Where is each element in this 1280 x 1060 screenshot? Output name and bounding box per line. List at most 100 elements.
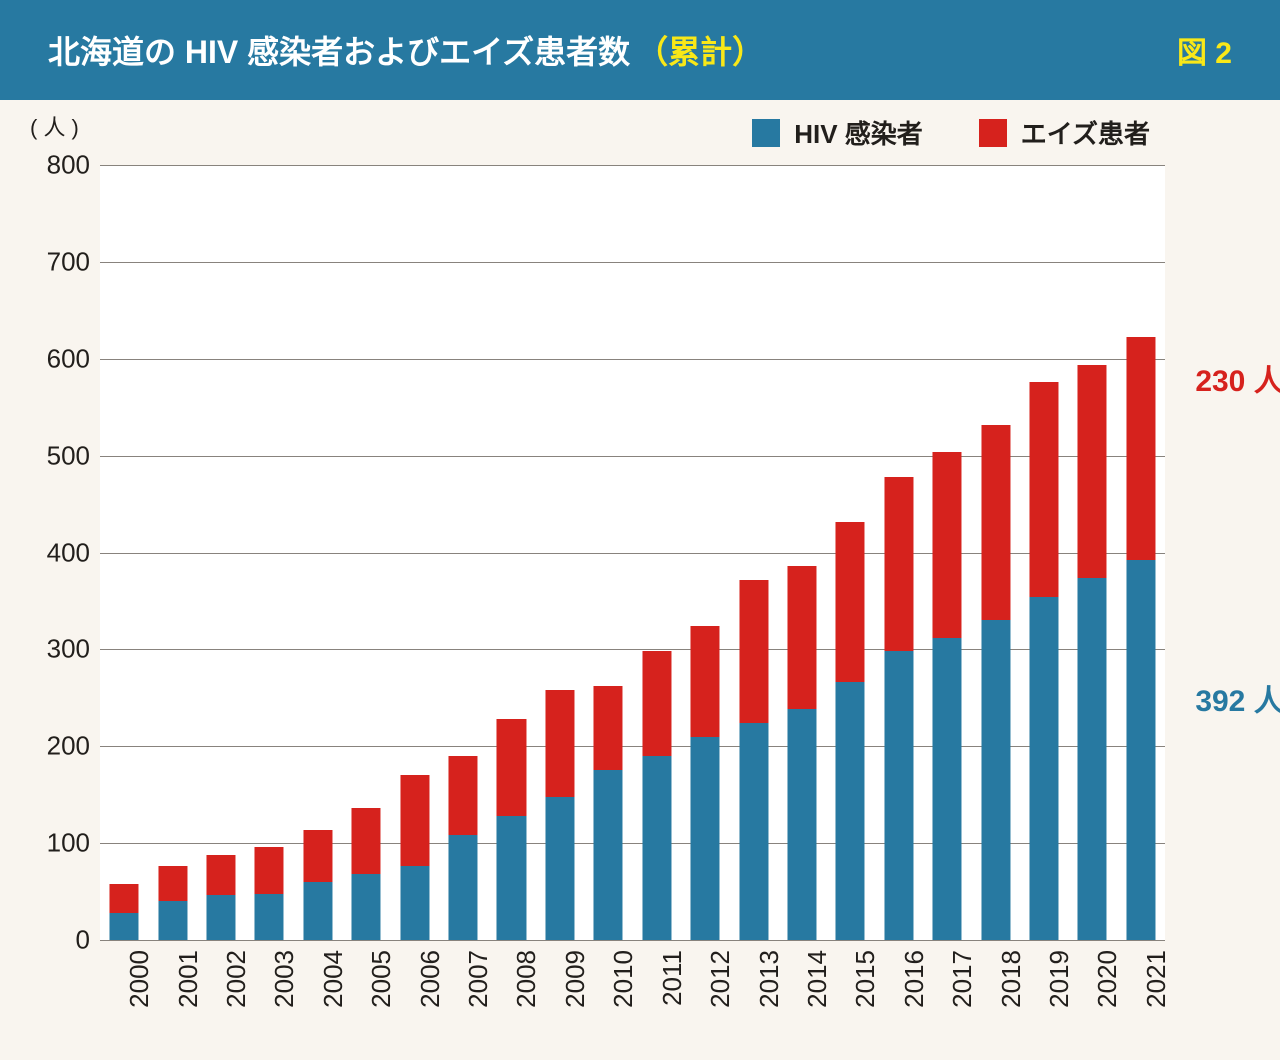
- y-tick-label: 500: [30, 440, 90, 471]
- bar-segment-aids: [352, 808, 381, 874]
- x-tick-label: 2009: [560, 950, 591, 1008]
- bar-segment-aids: [739, 580, 768, 723]
- bar-segment-aids: [787, 566, 816, 709]
- bar-segment-aids: [110, 884, 139, 913]
- bar-segment-aids: [1126, 337, 1155, 560]
- bar-segment-aids: [545, 690, 574, 797]
- x-tick-label: 2003: [269, 950, 300, 1008]
- bar-segment-hiv: [884, 651, 913, 940]
- stacked-bar: [884, 477, 913, 940]
- x-tick-label: 2015: [850, 950, 881, 1008]
- stacked-bar: [594, 686, 623, 940]
- stacked-bar: [739, 580, 768, 940]
- x-tick-label: 2017: [947, 950, 978, 1008]
- bar-slot: 2001: [148, 165, 196, 940]
- bar-segment-aids: [449, 756, 478, 835]
- bar-slot: 2000: [100, 165, 148, 940]
- chart-header: 北海道の HIV 感染者およびエイズ患者数（累計） 図 2: [0, 0, 1280, 100]
- x-tick-label: 2004: [318, 950, 349, 1008]
- x-tick-label: 2001: [173, 950, 204, 1008]
- bar-segment-hiv: [352, 874, 381, 940]
- stacked-bar: [933, 452, 962, 940]
- callout-label: 230 人: [1195, 356, 1280, 400]
- legend-label-hiv: HIV 感染者: [794, 114, 923, 151]
- stacked-bar: [497, 719, 526, 940]
- y-tick-label: 400: [30, 537, 90, 568]
- plot-area: 0100200300400500600700800200020012002200…: [100, 165, 1165, 940]
- bar-slot: 2008: [487, 165, 535, 940]
- y-axis-unit: ( 人 ): [30, 110, 79, 142]
- bar-segment-aids: [642, 651, 671, 756]
- bar-segment-aids: [255, 847, 284, 894]
- stacked-bar: [400, 775, 429, 940]
- bar-slot: 2021: [1117, 165, 1165, 940]
- x-tick-label: 2020: [1092, 950, 1123, 1008]
- x-tick-label: 2011: [657, 950, 688, 1006]
- bar-segment-aids: [594, 686, 623, 769]
- bar-slot: 2018: [971, 165, 1019, 940]
- bar-segment-hiv: [642, 756, 671, 940]
- stacked-bar: [642, 651, 671, 940]
- y-tick-label: 100: [30, 828, 90, 859]
- x-tick-label: 2014: [802, 950, 833, 1008]
- bar-slot: 2014: [778, 165, 826, 940]
- bar-segment-aids: [400, 775, 429, 866]
- chart-container: 北海道の HIV 感染者およびエイズ患者数（累計） 図 2 ( 人 ) HIV …: [0, 0, 1280, 1060]
- legend-item-aids: エイズ患者: [979, 114, 1150, 151]
- callout-label: 392 人: [1195, 676, 1280, 720]
- y-tick-label: 0: [30, 925, 90, 956]
- stacked-bar: [303, 830, 332, 940]
- stacked-bar: [545, 690, 574, 940]
- bar-segment-aids: [836, 522, 865, 683]
- bar-slot: 2005: [342, 165, 390, 940]
- bar-slot: 2002: [197, 165, 245, 940]
- y-tick-label: 300: [30, 634, 90, 665]
- bar-segment-hiv: [933, 638, 962, 940]
- x-tick-label: 2012: [705, 950, 736, 1008]
- bar-segment-hiv: [449, 835, 478, 940]
- bar-segment-aids: [158, 866, 187, 901]
- legend-label-aids: エイズ患者: [1021, 114, 1150, 151]
- figure-number: 図 2: [1177, 28, 1232, 72]
- x-tick-label: 2019: [1044, 950, 1075, 1008]
- stacked-bar: [255, 847, 284, 940]
- bar-segment-hiv: [981, 620, 1010, 940]
- bar-segment-hiv: [1126, 560, 1155, 940]
- x-tick-label: 2016: [899, 950, 930, 1008]
- bar-slot: 2017: [923, 165, 971, 940]
- y-tick-label: 200: [30, 731, 90, 762]
- stacked-bar: [352, 808, 381, 940]
- x-tick-label: 2018: [996, 950, 1027, 1008]
- bar-segment-aids: [933, 452, 962, 638]
- bar-slot: 2016: [875, 165, 923, 940]
- y-tick-label: 700: [30, 246, 90, 277]
- bar-segment-hiv: [691, 737, 720, 940]
- x-tick-label: 2006: [415, 950, 446, 1008]
- stacked-bar: [449, 756, 478, 940]
- bar-segment-hiv: [400, 866, 429, 940]
- bar-segment-hiv: [739, 723, 768, 940]
- bar-segment-hiv: [303, 882, 332, 940]
- x-tick-label: 2010: [608, 950, 639, 1008]
- bar-slot: 2020: [1068, 165, 1116, 940]
- stacked-bar: [1029, 382, 1058, 940]
- x-tick-label: 2013: [754, 950, 785, 1008]
- bar-segment-aids: [1078, 365, 1107, 578]
- x-tick-label: 2021: [1141, 950, 1172, 1008]
- x-tick-label: 2002: [221, 950, 252, 1008]
- bar-slot: 2010: [584, 165, 632, 940]
- bar-segment-aids: [497, 719, 526, 816]
- bar-segment-hiv: [255, 894, 284, 941]
- stacked-bar: [110, 884, 139, 940]
- bar-slot: 2009: [536, 165, 584, 940]
- y-tick-label: 800: [30, 150, 90, 181]
- legend-swatch-aids: [979, 119, 1007, 147]
- stacked-bar: [158, 866, 187, 940]
- legend-item-hiv: HIV 感染者: [752, 114, 923, 151]
- stacked-bar: [787, 566, 816, 940]
- x-tick-label: 2000: [124, 950, 155, 1008]
- bar-slot: 2006: [390, 165, 438, 940]
- bar-segment-hiv: [497, 816, 526, 940]
- bar-slot: 2011: [633, 165, 681, 940]
- legend-swatch-hiv: [752, 119, 780, 147]
